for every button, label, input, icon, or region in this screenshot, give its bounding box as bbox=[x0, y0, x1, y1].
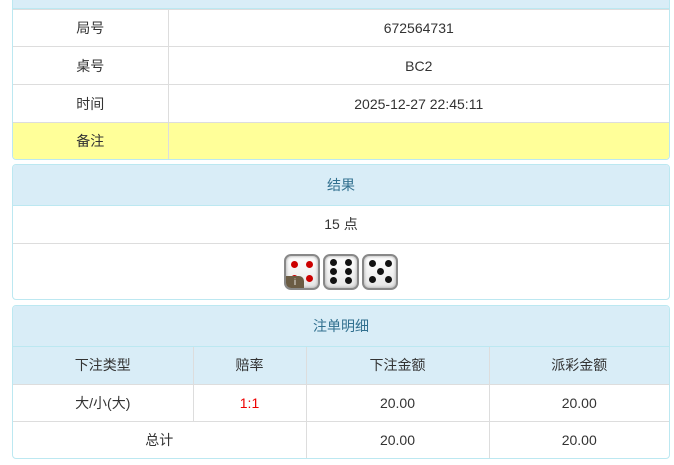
bet-type: 大/小(大) bbox=[13, 383, 193, 421]
pip bbox=[344, 268, 352, 275]
pip bbox=[344, 276, 352, 284]
remark-row: 备注 bbox=[13, 122, 669, 159]
die-5-icon bbox=[362, 253, 398, 290]
pip bbox=[368, 276, 376, 283]
bet-details-title: 注单明细 bbox=[13, 306, 669, 347]
label: 备注 bbox=[13, 122, 168, 159]
round-number: 672564731 bbox=[167, 9, 669, 47]
round-row: 局号 672564731 bbox=[13, 9, 669, 47]
bet-details-panel: 注单明细 下注类型 赔率 下注金额 派彩金额 大/小(大) 1:1 20.00 … bbox=[12, 305, 670, 459]
payout: 20.00 bbox=[488, 383, 669, 421]
pip bbox=[330, 259, 338, 267]
total-amount: 20.00 bbox=[305, 420, 489, 458]
header-odds: 赔率 bbox=[192, 347, 306, 384]
pip bbox=[376, 268, 384, 275]
points: 15 点 bbox=[324, 216, 358, 232]
pip bbox=[330, 268, 338, 275]
time-value: 2025-12-27 22:45:11 bbox=[167, 84, 669, 123]
label: 时间 bbox=[13, 84, 168, 123]
time-row: 时间 2025-12-27 22:45:11 bbox=[13, 84, 669, 123]
dice-group: i bbox=[284, 253, 398, 290]
header-bet-amount: 下注金额 bbox=[305, 347, 489, 384]
info-icon[interactable]: i bbox=[286, 275, 304, 288]
pip bbox=[344, 259, 352, 267]
pip bbox=[384, 260, 392, 267]
odds: 1:1 bbox=[192, 383, 306, 421]
total-row: 总计 20.00 20.00 bbox=[13, 420, 669, 458]
bet-amount: 20.00 bbox=[305, 383, 489, 421]
die-4-icon: i bbox=[284, 253, 320, 290]
bet-row: 大/小(大) 1:1 20.00 20.00 bbox=[13, 383, 669, 421]
result-title: 结果 bbox=[13, 165, 669, 206]
header-bet-type: 下注类型 bbox=[74, 357, 131, 374]
header-row: 下注类型 赔率 下注金额 派彩金额 bbox=[13, 347, 669, 384]
pip bbox=[330, 276, 338, 284]
pip bbox=[305, 275, 313, 283]
remark-value bbox=[167, 122, 669, 159]
table-row: 桌号 BC2 bbox=[13, 46, 669, 85]
total-label: 总计 bbox=[13, 420, 306, 458]
info-panel: 局号 672564731 桌号 BC2 时间 2025-12-27 22:45:11 … bbox=[12, 0, 670, 160]
total-payout: 20.00 bbox=[488, 420, 669, 458]
pip bbox=[291, 260, 299, 268]
pip bbox=[305, 260, 313, 268]
label: 局号 bbox=[13, 9, 168, 47]
pip bbox=[368, 260, 376, 267]
pip bbox=[384, 276, 392, 283]
header-payout: 派彩金额 bbox=[488, 347, 669, 384]
label: 桌号 bbox=[13, 46, 168, 85]
die-6-icon bbox=[323, 253, 359, 290]
table-number: BC2 bbox=[167, 46, 669, 85]
result-panel: 结果 15 点 i bbox=[12, 164, 670, 300]
